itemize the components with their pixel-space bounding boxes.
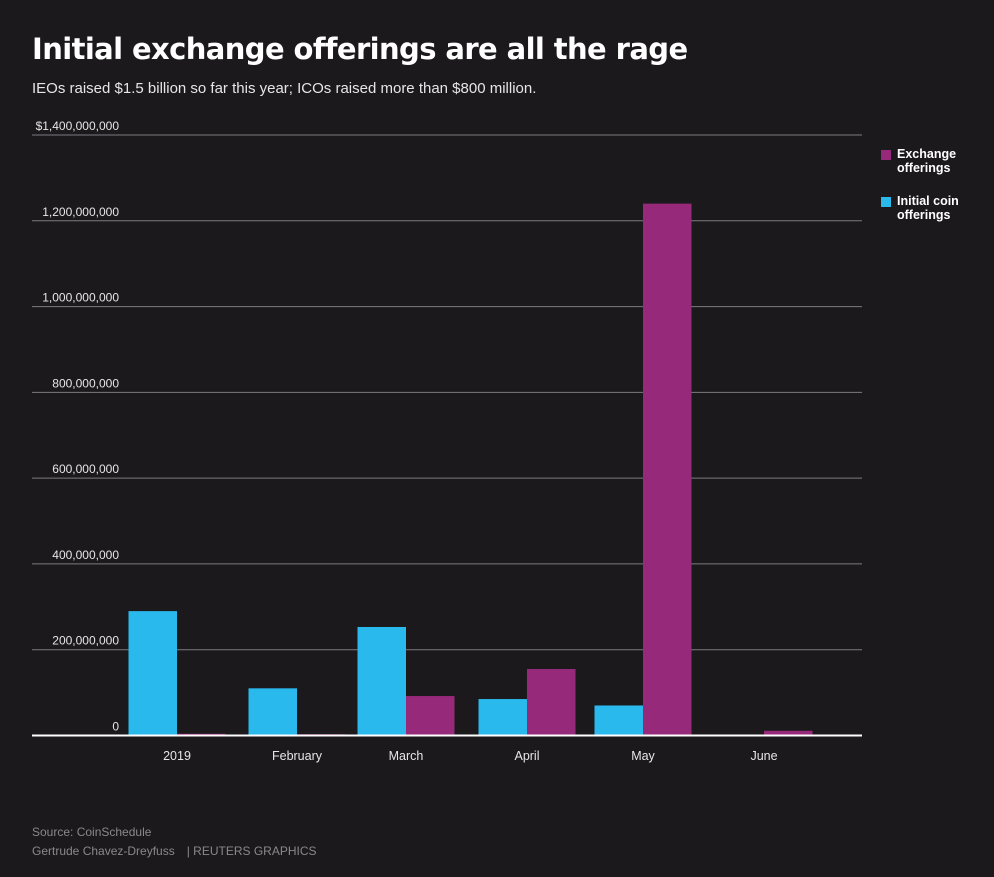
bar-ieo-april (527, 669, 576, 736)
bar-ieo-june (764, 730, 813, 736)
legend-item-initial-coin-offerings: Initial coin offerings (881, 194, 989, 222)
legend-label: Exchange offerings (897, 147, 957, 175)
x-tick-label: March (389, 749, 424, 763)
y-tick-label: 0 (112, 720, 119, 734)
y-tick-label: $1,400,000,000 (36, 119, 120, 133)
chart-title: Initial exchange offerings are all the r… (32, 32, 688, 66)
y-tick-label: 1,200,000,000 (42, 205, 119, 219)
chart-subtitle: IEOs raised $1.5 billion so far this yea… (32, 80, 537, 97)
x-tick-label: June (750, 749, 777, 763)
gridlines (32, 134, 862, 651)
source-note: Source: CoinSchedule (32, 825, 152, 839)
y-tick-label: 400,000,000 (52, 548, 119, 562)
bars (128, 203, 813, 736)
bar-ieo-march (406, 696, 455, 736)
publisher: | REUTERS GRAPHICS (186, 844, 317, 858)
y-tick-label: 800,000,000 (52, 376, 119, 390)
bar-ico-may (594, 705, 643, 736)
bar-ico-april (478, 699, 527, 736)
x-tick-label: April (514, 749, 539, 763)
legend-swatch-initial-coin-offerings (881, 197, 891, 207)
y-tick-label: 600,000,000 (52, 462, 119, 476)
x-tick-label: May (631, 749, 655, 763)
y-tick-label: 1,000,000,000 (42, 291, 119, 305)
author: Gertrude Chavez-Dreyfuss (32, 844, 175, 858)
legend-label: Initial coin offerings (897, 194, 959, 222)
axes: 0 200,000,000 400,000,000 600,000,000 800,00… (32, 119, 862, 763)
x-tick-label: February (272, 749, 323, 763)
bar-ico-february (248, 688, 297, 736)
legend-swatch-exchange-offerings (881, 150, 891, 160)
y-tick-label: 200,000,000 (52, 634, 119, 648)
legend-item-exchange-offerings: Exchange offerings (881, 147, 989, 175)
bar-ico-2019 (128, 611, 177, 736)
credit-line: Gertrude Chavez-Dreyfuss | REUTERS GRAPHI… (32, 844, 317, 858)
x-tick-label: 2019 (163, 749, 191, 763)
legend: Exchange offerings Initial coin offering… (881, 147, 989, 222)
bar-ieo-may (643, 203, 692, 736)
bar-ico-march (357, 626, 406, 736)
